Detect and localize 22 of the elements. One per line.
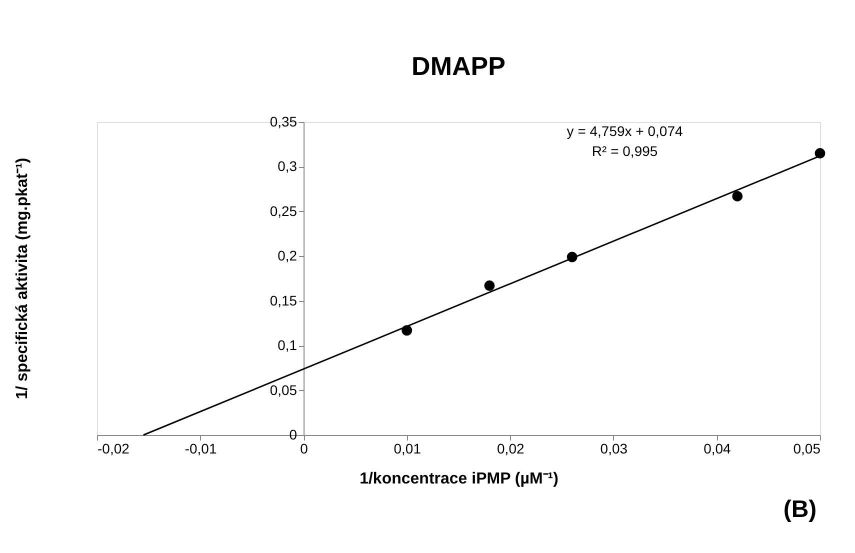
x-tick-label: -0,02 (98, 440, 130, 456)
y-tick-label: 0,3 (278, 158, 298, 174)
x-tick-label: 0,03 (600, 440, 628, 456)
x-tick-label: 0,04 (704, 440, 732, 456)
text: (B) (783, 496, 817, 523)
y-tick-label: 0,1 (278, 337, 298, 354)
y-tick-label: 0,2 (278, 248, 298, 264)
chart-title: DMAPP (412, 51, 506, 81)
annotation: R² = 0,995 (592, 143, 658, 159)
x-tick-label: 0,05 (793, 440, 821, 456)
y-tick-label: 0,35 (270, 114, 298, 130)
y-tick-label: 0 (289, 426, 298, 442)
y-tick-label: 0,05 (270, 382, 298, 398)
x-tick-label: 0,01 (394, 440, 422, 456)
annotation: y = 4,759x + 0,074 (566, 123, 683, 139)
y-tick-label: 0,25 (270, 202, 298, 219)
x-tick-label: 0,02 (497, 440, 524, 456)
y-tick-label: 0,15 (270, 292, 298, 308)
x-axis-title: 1/koncentrace iPMP (µM⁻¹) (360, 470, 558, 488)
x-tick-label: -0,01 (184, 440, 217, 456)
y-axis-title: 1/ specifická aktivita (mg.pkat⁻¹) (14, 158, 31, 400)
x-tick-label: 0 (300, 440, 308, 456)
